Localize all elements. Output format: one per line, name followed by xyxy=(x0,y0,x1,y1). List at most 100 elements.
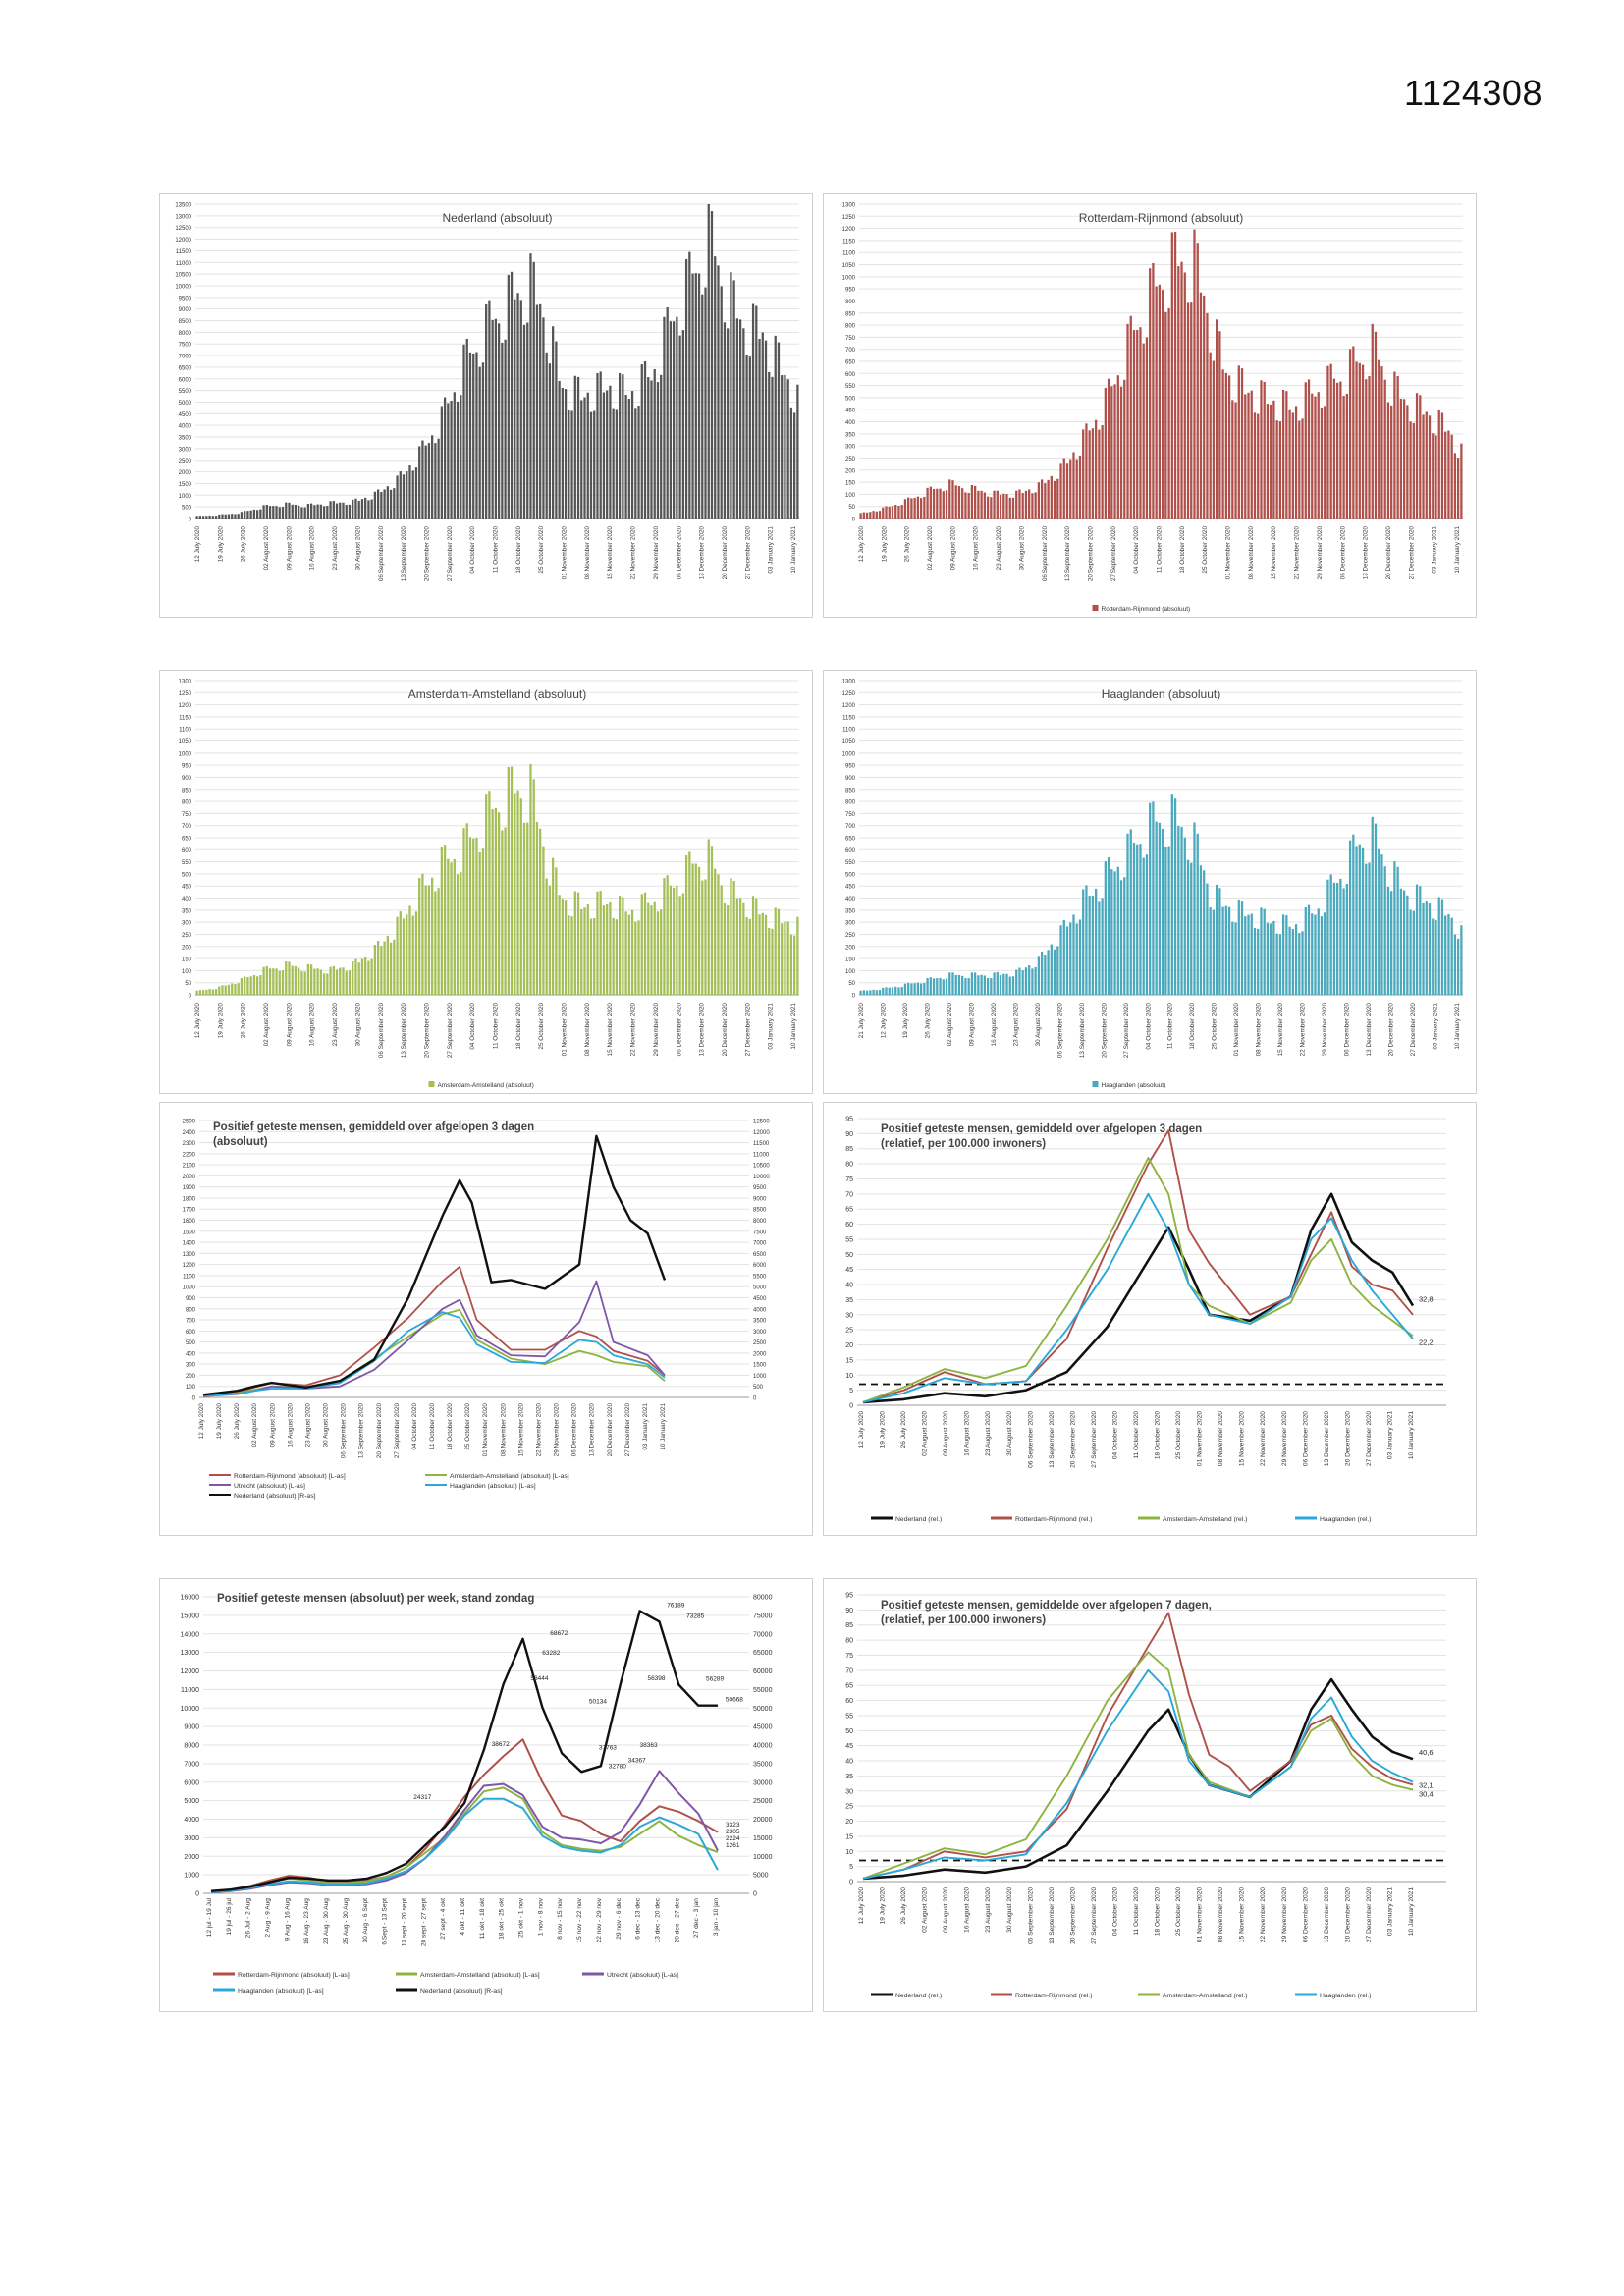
end-value-label: 1261 xyxy=(726,1842,740,1849)
y-tick-label: 1000 xyxy=(183,1285,196,1291)
bar xyxy=(201,990,205,995)
bar xyxy=(859,513,862,519)
chart-title: Amsterdam-Amstelland (absoluut) xyxy=(408,687,586,701)
x-tick-label: 13 September 2020 xyxy=(1079,1003,1086,1059)
bar xyxy=(612,917,615,995)
bar xyxy=(542,846,545,995)
y-tick-label: 450 xyxy=(182,885,192,891)
y-tick-label: 0 xyxy=(849,1403,853,1410)
chart-3day-relatief: 0 5 10 15 20 25 30 35 40 45 50 55 60 65 70 75 80 85 90 95 Po… xyxy=(845,1117,1446,1523)
bar xyxy=(1314,914,1317,995)
y-tick-label: 950 xyxy=(845,288,856,294)
data-label: 73285 xyxy=(686,1613,704,1619)
y2-tick-label: 9500 xyxy=(753,1185,767,1191)
bar xyxy=(1177,826,1180,995)
bar xyxy=(460,395,462,519)
y-tick-label: 25 xyxy=(845,1804,853,1811)
bar xyxy=(316,968,319,995)
bar xyxy=(1206,312,1209,519)
y-tick-label: 8000 xyxy=(179,331,192,337)
bar xyxy=(681,893,684,995)
bar xyxy=(380,492,383,519)
bar xyxy=(1332,882,1336,995)
bar xyxy=(1374,823,1378,995)
x-tick-label: 22 November 2020 xyxy=(1260,1411,1267,1466)
bar xyxy=(1227,375,1231,519)
bar xyxy=(1224,372,1227,519)
y-tick-label: 750 xyxy=(182,812,192,818)
bar xyxy=(1253,927,1257,995)
bar xyxy=(1460,443,1463,519)
chart-haaglanden-absoluut: 0 50 100 150 200 250 300 350 400 450 500 550 600 650 7… xyxy=(842,680,1463,1089)
x-tick-label: 09 August 2020 xyxy=(949,526,956,571)
x-tick-label: 16 August 2020 xyxy=(287,1403,294,1448)
x-tick-label: 10 January 2021 xyxy=(790,1003,797,1050)
bar xyxy=(1361,847,1365,995)
x-tick-label: 29 November 2020 xyxy=(554,1403,561,1457)
y-tick-label: 600 xyxy=(186,1330,196,1336)
bar xyxy=(730,878,732,995)
bar xyxy=(1212,360,1216,519)
bar xyxy=(570,916,573,995)
x-tick-label: 20 September 2020 xyxy=(376,1403,383,1459)
y2-tick-label: 12000 xyxy=(753,1130,770,1136)
bar xyxy=(1266,404,1270,519)
y-tick-label: 20 xyxy=(845,1819,853,1826)
bar xyxy=(730,272,732,519)
bar xyxy=(564,900,568,995)
bar xyxy=(1152,262,1155,519)
x-tick-label: 15 November 2020 xyxy=(1271,526,1277,580)
x-tick-label: 13 dec - 20 dec xyxy=(654,1897,661,1942)
bar xyxy=(278,970,281,995)
bar xyxy=(1173,798,1177,995)
bar xyxy=(440,847,443,995)
bar xyxy=(532,261,535,519)
bar xyxy=(606,390,609,519)
bar xyxy=(777,908,781,995)
bar xyxy=(732,880,735,995)
bar xyxy=(694,273,697,519)
y-tick-label: 400 xyxy=(845,897,856,902)
x-tick-label: 11 October 2020 xyxy=(1157,526,1164,574)
x-tick-label: 26 July 2020 xyxy=(904,526,911,563)
y-tick-label: 700 xyxy=(845,348,856,354)
bar xyxy=(714,256,717,519)
bar xyxy=(227,514,231,519)
bar xyxy=(781,923,784,995)
y-tick-label: 11000 xyxy=(176,261,192,267)
bar xyxy=(424,445,427,519)
bar xyxy=(1437,410,1440,519)
bar xyxy=(450,400,453,519)
bar xyxy=(1285,915,1288,995)
x-tick-label: 12 July 2020 xyxy=(858,1411,865,1449)
bar xyxy=(1450,917,1453,995)
bar xyxy=(1132,843,1136,995)
bar xyxy=(1428,415,1432,519)
bar xyxy=(570,410,573,519)
chart-panel-rotterdam-bars: 0 50 100 150 200 250 300 350 400 450 500 550 600 650 7… xyxy=(823,193,1477,618)
chart-panel-nederland-bars: 0 500 1000 1500 2000 2500 3000 3500 4000 4500 5000… xyxy=(159,193,813,618)
y-tick-label: 2000 xyxy=(183,1175,196,1180)
bar xyxy=(1196,833,1199,995)
bar xyxy=(738,898,742,995)
bar xyxy=(1167,307,1170,519)
bar xyxy=(408,465,411,519)
series-line xyxy=(862,1129,1414,1403)
y-tick-label: 1000 xyxy=(184,1873,199,1880)
x-tick-label: 25 okt - 1 nov xyxy=(518,1897,525,1938)
x-tick-label: 13 December 2020 xyxy=(699,1003,706,1057)
legend-label: Haaglanden (rel.) xyxy=(1320,1993,1372,1999)
bar xyxy=(1314,396,1317,519)
bar xyxy=(1412,910,1415,995)
bar xyxy=(539,303,542,519)
bar xyxy=(1324,406,1326,519)
bar xyxy=(789,407,793,519)
bar xyxy=(501,342,504,519)
y-tick-label: 3000 xyxy=(184,1835,199,1842)
bar xyxy=(865,990,869,995)
y-tick-label: 300 xyxy=(845,445,856,451)
bar xyxy=(701,880,704,995)
bar xyxy=(303,507,306,519)
bar xyxy=(539,828,542,995)
y-tick-label: 150 xyxy=(182,957,192,963)
